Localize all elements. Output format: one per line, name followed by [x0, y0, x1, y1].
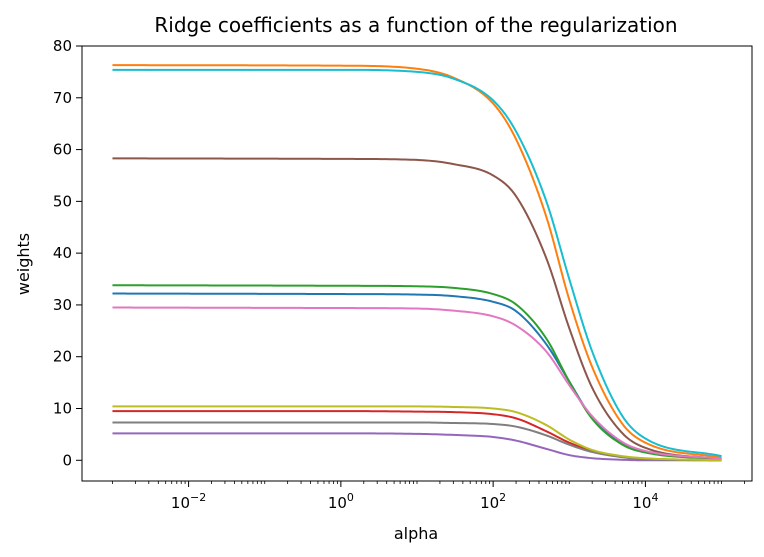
x-axis-label: alpha: [394, 524, 438, 543]
y-tick-label: 60: [53, 141, 72, 159]
y-tick-label: 40: [53, 244, 72, 262]
series-line-3: [112, 284, 722, 461]
series-line-4: [112, 410, 722, 462]
y-tick-label: 50: [53, 192, 72, 210]
x-tick-label: 100: [328, 491, 354, 512]
series-line-5: [112, 432, 722, 462]
x-tick-label: 104: [632, 491, 658, 512]
series-line-10: [112, 68, 722, 458]
x-tick-label: 10−2: [171, 491, 206, 512]
y-tick-label: 70: [53, 89, 72, 107]
y-axis-label: weights: [14, 233, 33, 295]
y-tick-label: 10: [53, 400, 72, 418]
y-tick-label: 20: [53, 348, 72, 366]
plot-lines: [112, 64, 722, 462]
series-line-2: [112, 64, 722, 459]
y-tick-label: 80: [53, 37, 72, 55]
y-axis: 0 10 20 30 40 50 60 70 80: [53, 37, 82, 469]
plot-frame: [81, 45, 753, 482]
x-axis: 10−2 100 102 104: [112, 481, 745, 512]
series-line-9: [112, 405, 722, 462]
chart-title: Ridge coefficients as a function of the …: [154, 13, 677, 37]
series-line-6: [112, 157, 722, 461]
series-line-7: [112, 306, 722, 460]
y-tick-label: 30: [53, 296, 72, 314]
series-line-8: [112, 421, 722, 462]
x-tick-label: 102: [480, 491, 506, 512]
y-tick-label: 0: [62, 451, 72, 469]
